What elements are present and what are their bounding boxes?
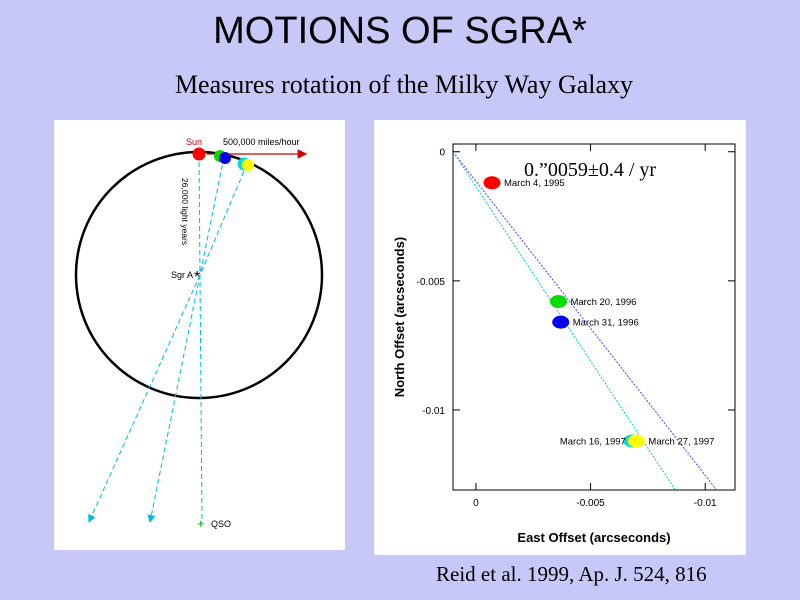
- sun-marker: [192, 147, 206, 161]
- citation: Reid et al. 1999, Ap. J. 524, 816: [436, 562, 707, 586]
- sgra-label: Sgr A: [171, 270, 193, 280]
- sightline-2-ext: [88, 274, 201, 523]
- data-point: [627, 434, 645, 448]
- plot-frame: [452, 143, 736, 491]
- galaxy-orbit-diagram: Sun 500,000 miles/hour 26,000 light year…: [54, 120, 345, 550]
- sightline-1-ext: [147, 274, 201, 523]
- orbit-svg: Sun 500,000 miles/hour 26,000 light year…: [74, 137, 324, 531]
- slide-title: MOTIONS OF SGRA*: [213, 10, 587, 52]
- x-tick-label: -0.01: [694, 498, 717, 509]
- offset-chart: 0 -0.005 -0.01 0 -0.005 -0.01 March 4, 1995 Ma…: [374, 120, 746, 555]
- sightline-sun-qso: [198, 153, 203, 524]
- data-point-label: March 16, 1997: [560, 436, 626, 447]
- data-point-label: March 31, 1996: [573, 318, 639, 329]
- data-point-label: March 4, 1995: [504, 178, 565, 189]
- sightline-2: [199, 163, 248, 276]
- offset-chart-svg: 0 -0.005 -0.01 0 -0.005 -0.01 March 4, 1995 Ma…: [392, 143, 736, 545]
- sgra-star-icon: *: [194, 269, 200, 286]
- y-tick-label: 0: [439, 148, 445, 159]
- data-point-label: March 20, 1996: [570, 297, 636, 308]
- data-point: [549, 295, 567, 309]
- sun-label: Sun: [186, 137, 202, 147]
- distance-label: 26,000 light years: [180, 178, 190, 245]
- chart-title: 0.”0059±0.4 / yr: [524, 159, 656, 181]
- fit-line-1: [452, 151, 676, 491]
- data-point-label: March 27, 1997: [648, 436, 714, 447]
- y-tick-label: -0.005: [417, 277, 446, 288]
- data-point: [483, 176, 501, 190]
- qso-plus-icon: +: [197, 516, 205, 531]
- x-tick-label: 0: [473, 498, 479, 509]
- sightline-1: [199, 156, 225, 276]
- y-tick-label: -0.01: [422, 406, 445, 417]
- speed-label: 500,000 miles/hour: [223, 137, 300, 147]
- x-tick-label: -0.005: [576, 498, 605, 509]
- orbit-position-blue: [219, 152, 231, 164]
- orbit-position-yellow: [242, 159, 254, 171]
- fit-line-0: [452, 151, 718, 491]
- y-axis-label: North Offset (arcseconds): [392, 237, 407, 397]
- slide-subtitle: Measures rotation of the Milky Way Galax…: [174, 70, 634, 99]
- qso-label: QSO: [211, 519, 231, 529]
- x-axis-label: East Offset (arcseconds): [517, 530, 670, 545]
- data-point: [552, 315, 570, 329]
